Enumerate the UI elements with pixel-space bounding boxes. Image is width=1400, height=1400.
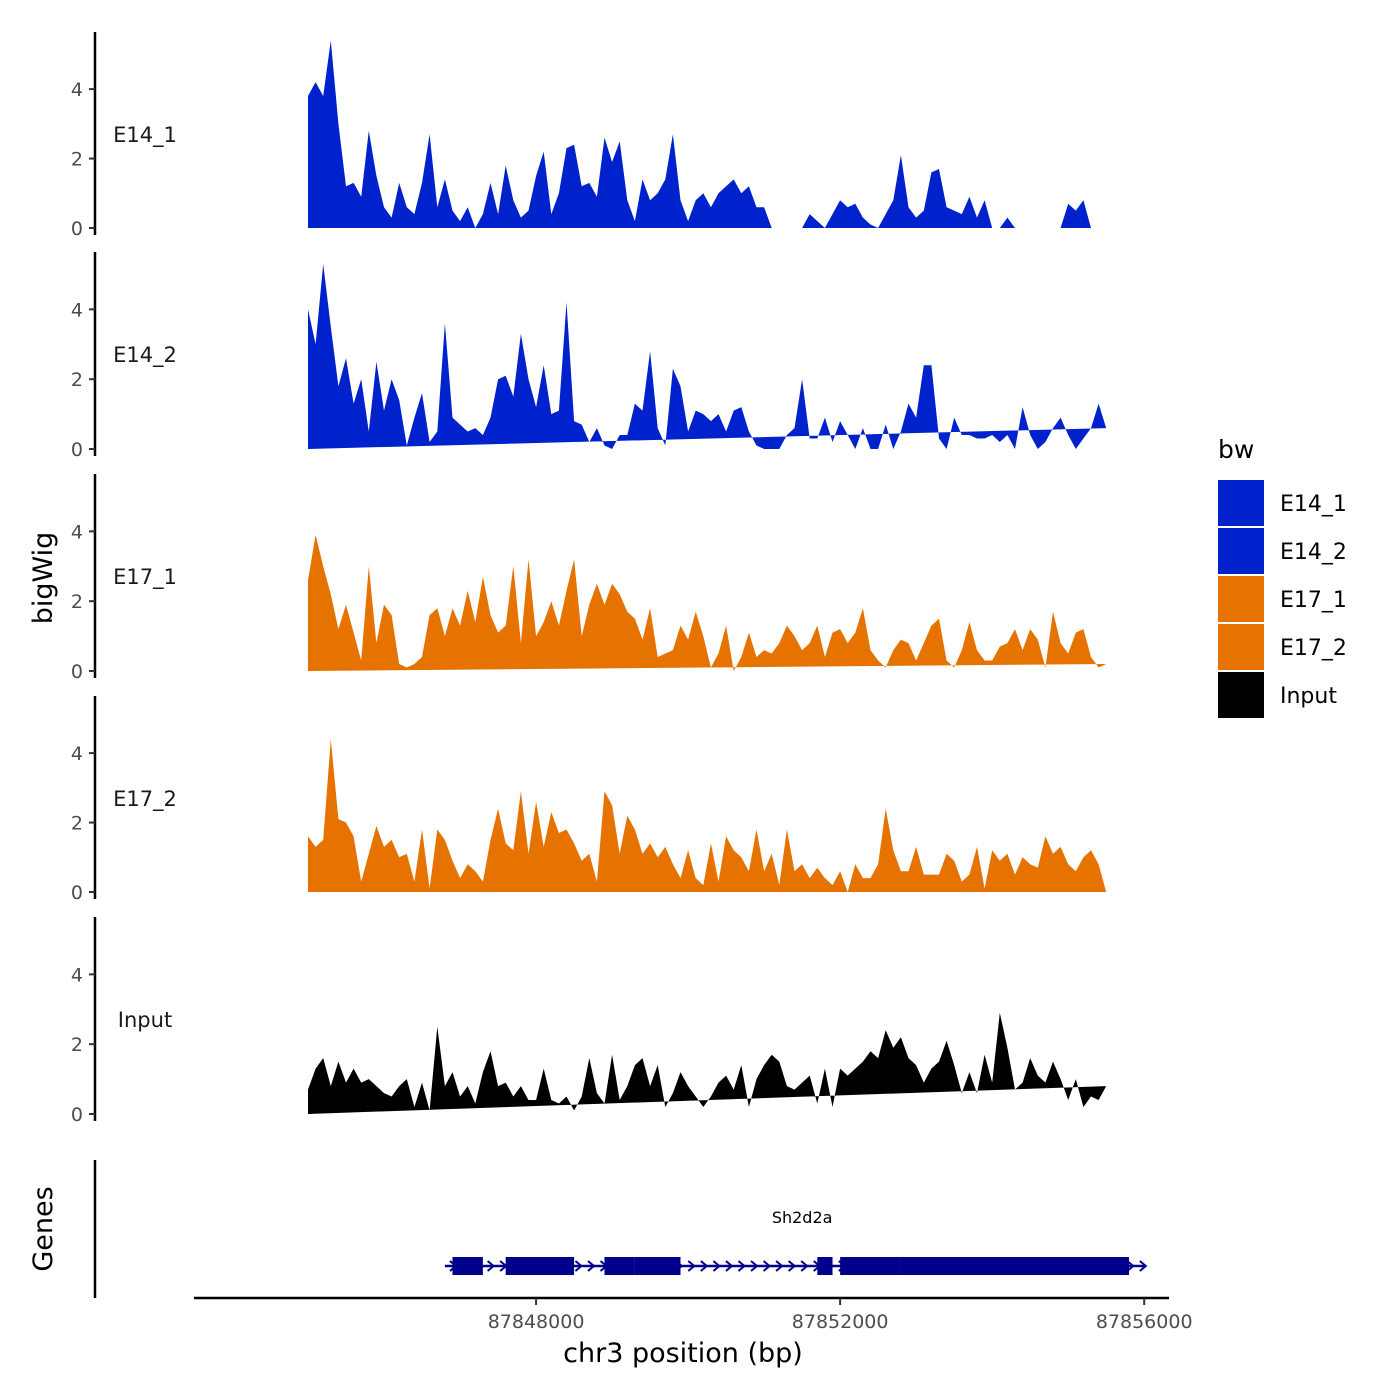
y-tick-label: 4 <box>71 521 83 543</box>
y-tick-label: 0 <box>71 661 83 683</box>
legend-label: E17_1 <box>1280 588 1347 613</box>
signal-area-e17-1 <box>308 534 1107 671</box>
strand-arrow <box>1139 1260 1148 1272</box>
y-tick-label: 4 <box>71 743 83 765</box>
y-tick-label: 4 <box>71 79 83 101</box>
gene-exon <box>840 1257 901 1275</box>
legend-key <box>1218 528 1264 574</box>
y-tick-label: 2 <box>71 149 83 171</box>
legend-label: E14_1 <box>1280 492 1347 517</box>
x-axis: 87848000 87852000 87856000 <box>194 1296 1193 1333</box>
y-tick-label: 0 <box>71 882 83 904</box>
x-axis-title: chr3 position (bp) <box>563 1338 803 1369</box>
tracks-layer: 0 2 4 E14_1 0 2 4 E14_2 0 2 4 E17_1 0 2 4 E17_2 0 2 4 Input <box>71 32 1107 1126</box>
legend: bw E14_1 E14_2 E17_1 E17_2 Input <box>1218 435 1347 718</box>
track-panel-e14-2: 0 2 4 E14_2 <box>71 252 1107 461</box>
legend-title: bw <box>1218 435 1254 464</box>
strand-arrow <box>787 1260 797 1272</box>
y-tick-label: 4 <box>71 964 83 986</box>
track-panel-e17-2: 0 2 4 E17_2 <box>71 696 1107 904</box>
strand-arrow <box>775 1260 784 1272</box>
legend-label: E14_2 <box>1280 540 1347 565</box>
y-tick-label: 2 <box>71 813 83 835</box>
y-axis-title: bigWig <box>28 532 59 625</box>
track-label: E17_2 <box>113 787 177 812</box>
legend-key <box>1218 576 1264 622</box>
y-tick-label: 2 <box>71 369 83 391</box>
genes-track-title: Genes <box>28 1186 59 1271</box>
legend-key <box>1218 672 1264 718</box>
track-panel-input: 0 2 4 Input <box>71 917 1107 1126</box>
legend-key <box>1218 480 1264 526</box>
legend-key <box>1218 624 1264 670</box>
strand-arrow <box>587 1260 596 1272</box>
gene-exon <box>604 1257 635 1275</box>
y-tick-label: 4 <box>71 299 83 321</box>
gene-exon <box>900 1257 1129 1275</box>
track-label: E14_1 <box>113 123 177 148</box>
signal-area-input <box>308 1012 1107 1114</box>
strand-arrow <box>712 1260 721 1272</box>
y-tick-label: 2 <box>71 1034 83 1056</box>
strand-arrow <box>687 1260 696 1272</box>
strand-arrow <box>725 1260 734 1272</box>
strand-arrow <box>700 1260 709 1272</box>
genes-layer: Genes Sh2d2a <box>28 1160 1148 1298</box>
strand-arrow <box>762 1260 772 1272</box>
x-tick-label: 87856000 <box>1096 1311 1193 1333</box>
track-panel-e14-1: 0 2 4 E14_1 <box>71 32 1107 240</box>
strand-arrow <box>1126 1260 1135 1272</box>
signal-area-e17-2 <box>308 739 1107 892</box>
strand-arrow <box>486 1260 496 1272</box>
strand-arrow <box>750 1260 759 1272</box>
gene-exon <box>634 1257 681 1275</box>
y-tick-label: 0 <box>71 439 83 461</box>
x-tick-label: 87852000 <box>792 1311 889 1333</box>
gene-exon <box>817 1257 833 1275</box>
track-label: Input <box>118 1008 172 1032</box>
signal-area-e14-2 <box>308 264 1107 449</box>
legend-label: E17_2 <box>1280 636 1347 661</box>
gene-name-label: Sh2d2a <box>772 1208 833 1227</box>
x-tick-label: 87848000 <box>488 1311 585 1333</box>
y-tick-label: 2 <box>71 591 83 613</box>
gene-exon <box>452 1257 483 1275</box>
y-tick-label: 0 <box>71 1104 83 1126</box>
legend-label: Input <box>1280 684 1337 709</box>
strand-arrow <box>800 1260 809 1272</box>
track-label: E17_1 <box>113 565 177 590</box>
track-panel-e17-1: 0 2 4 E17_1 <box>71 474 1107 683</box>
strand-arrow <box>737 1260 747 1272</box>
signal-area-e14-1 <box>308 40 1107 228</box>
track-label: E14_2 <box>113 343 177 368</box>
gene-exon <box>505 1257 575 1275</box>
strand-arrow <box>574 1260 583 1272</box>
y-tick-label: 0 <box>71 218 83 240</box>
